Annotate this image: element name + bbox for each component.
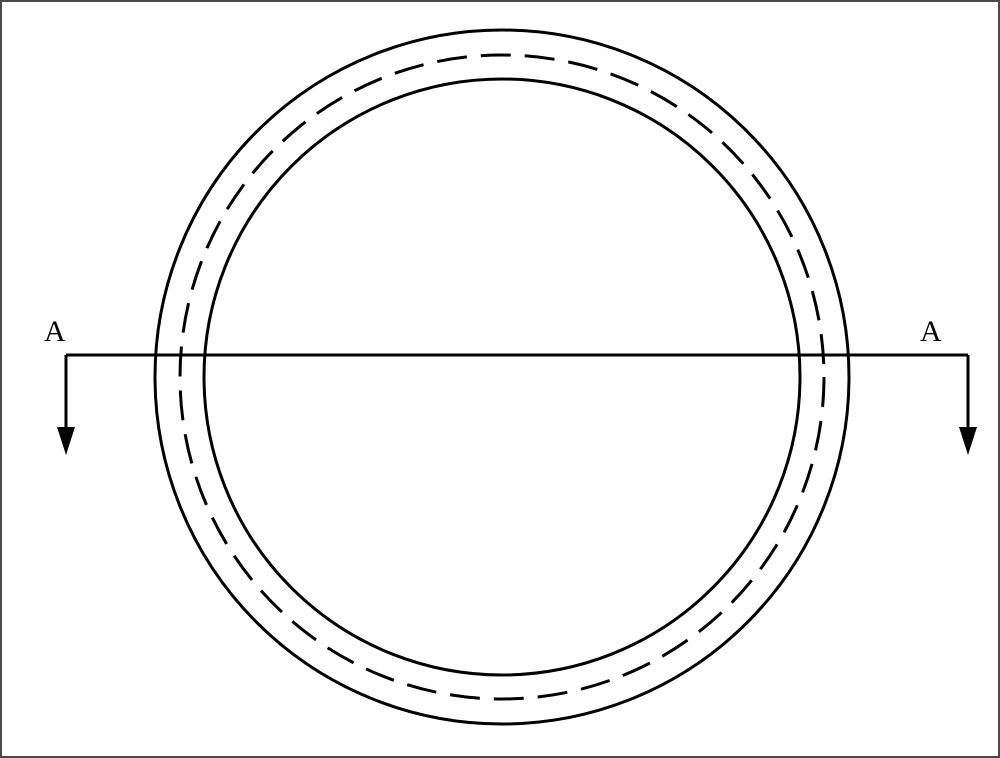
section-line: [57, 355, 977, 455]
section-arrow-right-head: [959, 427, 977, 455]
section-label-right: A: [920, 315, 942, 349]
section-label-left: A: [44, 315, 66, 349]
dashed-circle: [180, 55, 824, 699]
outer-circle: [155, 30, 849, 724]
diagram-svg: [0, 0, 1000, 758]
inner-circle: [204, 79, 800, 675]
section-arrow-left-head: [57, 427, 75, 455]
diagram-stage: A A: [0, 0, 1000, 758]
